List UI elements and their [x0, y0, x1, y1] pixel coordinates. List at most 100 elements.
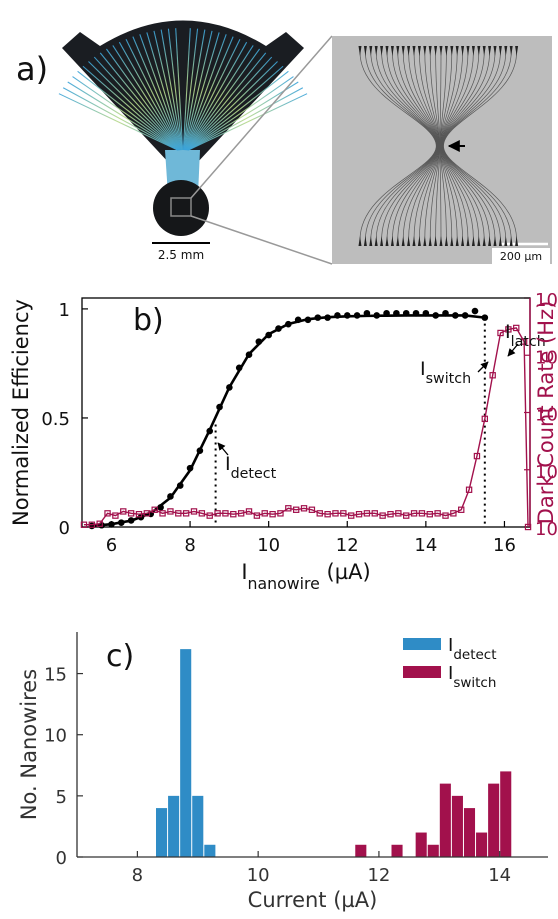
- data-point: [182, 510, 190, 517]
- sem-pad: [504, 236, 508, 246]
- sem-pad: [471, 46, 475, 56]
- sem-pad: [488, 236, 492, 246]
- data-point: [418, 510, 426, 517]
- wire: [99, 52, 180, 151]
- sem-pad: [396, 46, 400, 56]
- wire: [112, 45, 181, 151]
- sem-pad: [439, 46, 443, 56]
- data-point: [363, 510, 371, 517]
- sem-pad: [401, 46, 405, 56]
- sem-pad: [455, 46, 459, 56]
- wire: [72, 76, 179, 151]
- sem-wire: [443, 51, 517, 241]
- annotation-part: I: [505, 321, 511, 343]
- sem-pad: [423, 46, 427, 56]
- wire: [188, 93, 308, 151]
- sem-pad: [407, 46, 411, 56]
- annotation-arrow: [507, 343, 519, 357]
- y-tick-label: 0: [59, 518, 70, 539]
- data-point: [450, 510, 457, 517]
- sem-pad: [434, 46, 438, 56]
- sem-pad: [380, 46, 384, 56]
- data-point: [471, 307, 479, 315]
- wire: [125, 38, 181, 151]
- data-point: [135, 511, 143, 518]
- scale-label: 2.5 mm: [158, 248, 204, 262]
- legend-label: Iswitch: [448, 663, 496, 691]
- y-axis-label: No. Nanowires: [17, 669, 41, 820]
- data-point: [410, 510, 418, 517]
- data-point: [253, 512, 261, 519]
- scale-label-box: [492, 248, 550, 264]
- sem-pad: [369, 236, 373, 246]
- data-point: [524, 523, 532, 531]
- panel-label: c): [106, 639, 134, 674]
- panel-label: b): [133, 303, 164, 338]
- y2-tick-label-part: 10: [535, 519, 558, 540]
- y-tick-label: 10: [44, 726, 67, 747]
- y-tick-label: 15: [44, 665, 67, 686]
- panel-label: a): [16, 50, 48, 88]
- data-point: [481, 415, 489, 423]
- wire: [77, 70, 179, 151]
- data-point: [497, 329, 504, 337]
- data-point: [127, 510, 135, 517]
- y-tick-label: 0.5: [41, 409, 70, 430]
- sem-pad: [385, 236, 389, 246]
- data-point: [277, 510, 284, 517]
- x-axis-label: Inanowire (µA): [241, 560, 370, 593]
- sem-pad: [417, 46, 421, 56]
- wire: [184, 36, 234, 151]
- x-axis-label-part: nanowire: [248, 574, 320, 593]
- sem-pad: [504, 46, 508, 56]
- data-point: [104, 510, 111, 517]
- sem-image: [190, 35, 552, 265]
- wire: [105, 48, 181, 151]
- sem-pad: [385, 46, 389, 56]
- wire: [62, 87, 178, 151]
- data-point: [151, 506, 158, 513]
- data-point: [347, 512, 355, 519]
- bar: [168, 795, 180, 857]
- data-point: [513, 324, 520, 332]
- sem-pad: [428, 236, 432, 246]
- x-tick-label: 14: [488, 865, 511, 886]
- y2-tick-label-part: 10: [535, 405, 558, 426]
- data-point: [465, 486, 473, 493]
- wire: [67, 81, 179, 151]
- x-tick-label: 8: [184, 535, 195, 556]
- bar: [500, 771, 512, 857]
- annotation-arrow: [217, 442, 229, 456]
- bar: [488, 783, 500, 857]
- wire: [118, 41, 181, 151]
- sem-pad: [488, 46, 492, 56]
- sem-pad: [390, 236, 394, 246]
- sem-pad: [363, 236, 367, 246]
- sem-pad: [390, 46, 394, 56]
- annotation: Ilatch: [505, 321, 546, 350]
- data-point: [442, 512, 449, 519]
- bar: [180, 649, 192, 857]
- wire: [185, 45, 254, 151]
- x-tick-label: 10: [247, 865, 270, 886]
- chip-photo: [58, 20, 308, 244]
- data-point: [261, 510, 268, 517]
- data-point: [230, 511, 237, 518]
- wire: [88, 61, 180, 151]
- wire: [183, 30, 213, 151]
- data-point: [387, 511, 394, 518]
- data-point: [520, 338, 528, 345]
- data-point: [159, 510, 166, 517]
- legend-label-part: switch: [453, 675, 496, 691]
- bar: [415, 832, 427, 857]
- bar: [451, 795, 463, 857]
- data-point: [167, 508, 174, 515]
- zoom-line: [190, 215, 333, 265]
- sem-pad: [423, 236, 427, 246]
- wire: [146, 32, 182, 151]
- data-point: [245, 508, 253, 515]
- wire: [187, 65, 284, 151]
- sem-pad: [363, 46, 367, 56]
- sem-pad: [498, 236, 502, 246]
